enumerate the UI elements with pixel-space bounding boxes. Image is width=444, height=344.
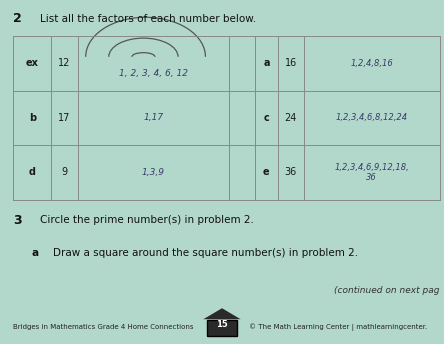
Text: 1,3,9: 1,3,9 [142, 168, 165, 177]
Text: Draw a square around the square number(s) in problem 2.: Draw a square around the square number(s… [53, 248, 358, 258]
Text: Circle the prime number(s) in problem 2.: Circle the prime number(s) in problem 2. [40, 215, 254, 225]
Text: © The Math Learning Center | mathlearningcenter.: © The Math Learning Center | mathlearnin… [249, 324, 427, 331]
Text: ex: ex [26, 58, 39, 68]
Polygon shape [203, 308, 241, 319]
Text: e: e [263, 167, 270, 177]
Text: a: a [31, 248, 38, 258]
Text: 12: 12 [58, 58, 71, 68]
Text: 1, 2, 3, 4, 6, 12: 1, 2, 3, 4, 6, 12 [119, 69, 188, 78]
Text: 9: 9 [61, 167, 67, 177]
Text: (continued on next pag: (continued on next pag [334, 286, 440, 295]
Text: Bridges in Mathematics Grade 4 Home Connections: Bridges in Mathematics Grade 4 Home Conn… [13, 324, 194, 331]
Text: b: b [28, 113, 36, 123]
Text: 16: 16 [285, 58, 297, 68]
Text: List all the factors of each number below.: List all the factors of each number belo… [40, 14, 256, 24]
Text: 1,2,4,8,16: 1,2,4,8,16 [350, 59, 393, 68]
Text: 36: 36 [285, 167, 297, 177]
Text: c: c [264, 113, 269, 123]
Text: 3: 3 [13, 214, 22, 227]
Text: d: d [29, 167, 36, 177]
Text: 1,2,3,4,6,9,12,18,
36: 1,2,3,4,6,9,12,18, 36 [334, 163, 409, 182]
FancyBboxPatch shape [207, 320, 237, 336]
Text: 15: 15 [216, 320, 228, 329]
Text: 17: 17 [58, 113, 71, 123]
Text: 1,2,3,4,6,8,12,24: 1,2,3,4,6,8,12,24 [336, 113, 408, 122]
Text: 24: 24 [285, 113, 297, 123]
Text: 1,17: 1,17 [143, 113, 163, 122]
Text: 2: 2 [13, 12, 22, 25]
Text: a: a [263, 58, 270, 68]
